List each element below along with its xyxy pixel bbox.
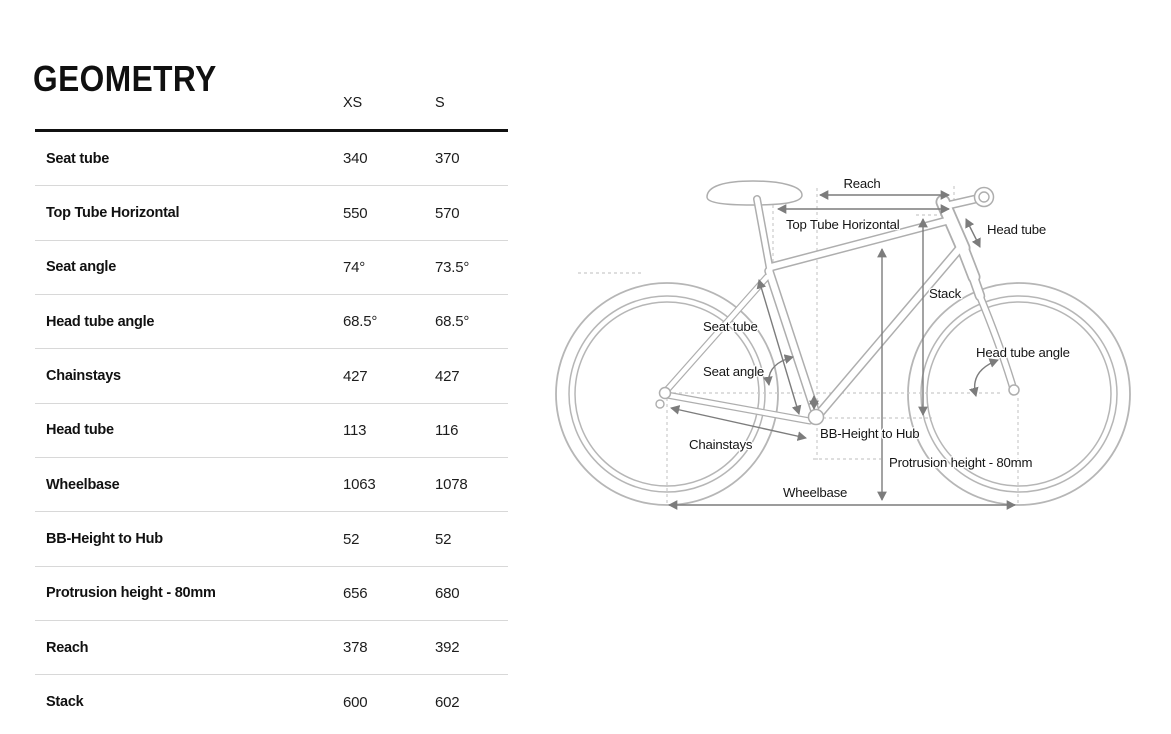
row-value-s: 68.5° bbox=[435, 313, 470, 331]
front-wheel bbox=[907, 282, 1131, 506]
table-row: BB-Height to Hub 52 52 bbox=[35, 511, 508, 565]
table-row: Reach 378 392 bbox=[35, 620, 508, 674]
seat-angle-label: Seat angle bbox=[703, 364, 764, 379]
front-dropout bbox=[1008, 384, 1020, 396]
row-label: Seat angle bbox=[46, 259, 117, 276]
seat-angle-arc bbox=[762, 354, 794, 386]
column-header-xs: XS bbox=[343, 95, 362, 111]
row-label: Stack bbox=[46, 694, 84, 711]
row-label: BB-Height to Hub bbox=[46, 531, 163, 548]
head-tube-arrow bbox=[965, 218, 981, 248]
geometry-table: XS S Seat tube 340 370 Top Tube Horizontal 5… bbox=[35, 88, 508, 729]
row-value-s: 570 bbox=[435, 204, 460, 222]
dimension-arrows bbox=[668, 190, 1016, 510]
chainstays-label: Chainstays bbox=[689, 437, 753, 452]
table-row: Top Tube Horizontal 550 570 bbox=[35, 185, 508, 239]
row-value-xs: 52 bbox=[343, 530, 360, 548]
row-value-xs: 600 bbox=[343, 693, 368, 711]
table-row: Head tube 113 116 bbox=[35, 402, 508, 457]
row-value-s: 602 bbox=[435, 693, 460, 711]
wheelbase-label: Wheelbase bbox=[783, 485, 847, 500]
table-row: Chainstays 427 427 bbox=[35, 348, 508, 402]
head-tube-label: Head tube bbox=[987, 222, 1046, 237]
row-value-s: 1078 bbox=[435, 476, 468, 494]
geometry-table-body: Seat tube 340 370 Top Tube Horizontal 550 570… bbox=[35, 132, 508, 729]
row-value-s: 392 bbox=[435, 639, 460, 657]
row-value-xs: 427 bbox=[343, 367, 368, 385]
table-row: Wheelbase 1063 1078 bbox=[35, 457, 508, 511]
bottom-bracket bbox=[807, 408, 825, 426]
row-label: Top Tube Horizontal bbox=[46, 205, 180, 222]
row-value-xs: 340 bbox=[343, 150, 368, 168]
head-tube-angle-label: Head tube angle bbox=[976, 345, 1070, 360]
row-value-xs: 378 bbox=[343, 639, 368, 657]
table-row: Seat tube 340 370 bbox=[35, 132, 508, 185]
table-row: Stack 600 602 bbox=[35, 674, 508, 728]
seat-tube-label: Seat tube bbox=[703, 319, 758, 334]
handlebar-grip bbox=[973, 186, 995, 208]
head-tube-angle-arc bbox=[969, 358, 999, 397]
bb-height-to-hub-label: BB-Height to Hub bbox=[820, 426, 919, 441]
row-value-xs: 74° bbox=[343, 258, 366, 276]
table-row: Protrusion height - 80mm 656 680 bbox=[35, 565, 508, 620]
saddle bbox=[706, 180, 803, 206]
reach-label: Reach bbox=[843, 176, 880, 191]
row-label: Head tube bbox=[46, 422, 114, 439]
row-value-xs: 68.5° bbox=[343, 313, 378, 331]
row-value-xs: 656 bbox=[343, 584, 368, 602]
top-tube-horizontal-label: Top Tube Horizontal bbox=[786, 217, 900, 232]
row-value-s: 370 bbox=[435, 150, 460, 168]
page-title: GEOMETRY bbox=[33, 58, 217, 100]
seat-tube-arrow bbox=[756, 279, 802, 415]
chainstays-arrow bbox=[670, 405, 807, 441]
row-value-s: 116 bbox=[435, 421, 459, 439]
row-value-s: 52 bbox=[435, 530, 452, 548]
row-label: Chainstays bbox=[46, 368, 121, 385]
rear-hub bbox=[658, 386, 672, 400]
protrusion-height-label: Protrusion height - 80mm bbox=[889, 455, 1032, 470]
row-label: Wheelbase bbox=[46, 476, 120, 493]
table-row: Seat angle 74° 73.5° bbox=[35, 239, 508, 294]
row-label: Seat tube bbox=[46, 150, 110, 167]
table-row: Head tube angle 68.5° 68.5° bbox=[35, 294, 508, 348]
row-value-xs: 113 bbox=[343, 421, 367, 439]
row-value-s: 680 bbox=[435, 584, 460, 602]
row-value-xs: 550 bbox=[343, 204, 368, 222]
row-label: Reach bbox=[46, 639, 89, 656]
row-label: Head tube angle bbox=[46, 313, 155, 330]
diagram-labels: Reach Top Tube Horizontal Head tube Stac… bbox=[688, 175, 1071, 502]
rear-derailleur bbox=[655, 399, 665, 409]
row-value-s: 73.5° bbox=[435, 258, 470, 276]
row-label: Protrusion height - 80mm bbox=[46, 585, 216, 602]
row-value-s: 427 bbox=[435, 367, 460, 385]
stack-label: Stack bbox=[929, 286, 962, 301]
column-header-s: S bbox=[435, 95, 445, 111]
geometry-table-header: XS S bbox=[35, 88, 508, 132]
row-value-xs: 1063 bbox=[343, 476, 376, 494]
